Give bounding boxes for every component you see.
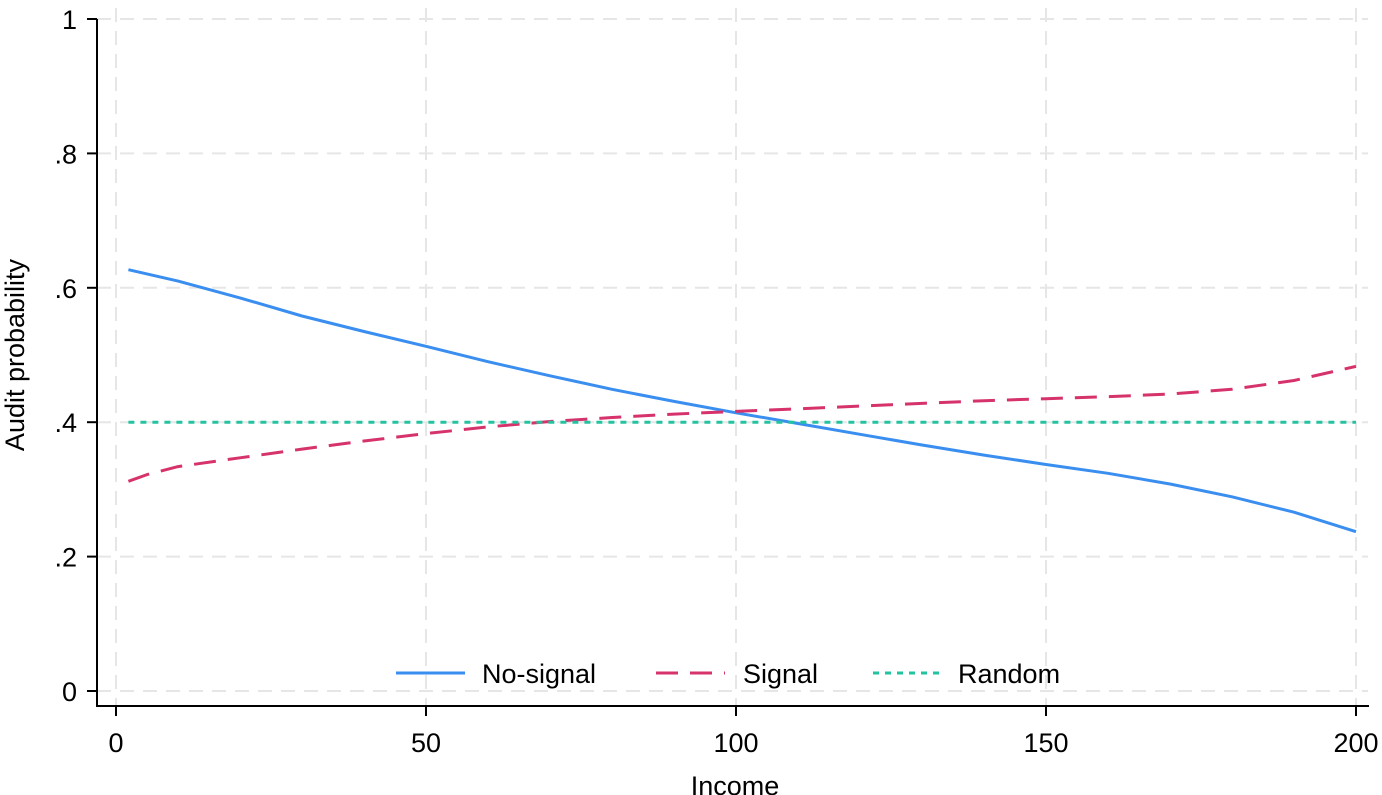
series-line-signal bbox=[127, 364, 1357, 483]
legend-label: No-signal bbox=[482, 659, 596, 689]
x-tick-label: 0 bbox=[108, 728, 123, 758]
gridlines bbox=[97, 8, 1368, 705]
y-axis-title: Audit probability bbox=[0, 258, 30, 451]
axes: 0 .2 .4 .6 .8 1 0 50 100 150 200 bbox=[54, 5, 1378, 758]
y-tick-label: .4 bbox=[54, 408, 77, 438]
y-tick-label: 0 bbox=[62, 677, 77, 707]
y-tick-label: .2 bbox=[54, 543, 77, 573]
series-layer bbox=[127, 268, 1357, 534]
x-tick-label: 200 bbox=[1333, 728, 1378, 758]
y-tick-label: 1 bbox=[62, 5, 77, 35]
x-tick-label: 50 bbox=[411, 728, 441, 758]
y-tick-label: .8 bbox=[54, 139, 77, 169]
legend: No-signal Signal Random bbox=[396, 659, 1060, 689]
y-tick-label: .6 bbox=[54, 274, 77, 304]
x-axis-title: Income bbox=[691, 771, 780, 795]
x-tick-label: 100 bbox=[713, 728, 758, 758]
legend-label: Signal bbox=[743, 659, 818, 689]
legend-label: Random bbox=[958, 659, 1060, 689]
x-tick-label: 150 bbox=[1023, 728, 1068, 758]
